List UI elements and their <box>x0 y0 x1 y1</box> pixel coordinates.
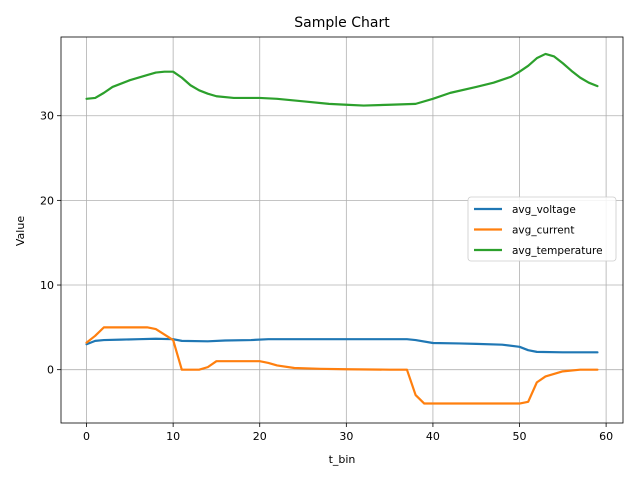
x-tick-label: 60 <box>599 430 613 443</box>
y-tick-label: 0 <box>47 364 54 377</box>
x-tick-label: 10 <box>166 430 180 443</box>
x-tick-label: 30 <box>339 430 353 443</box>
y-tick-label: 20 <box>40 194 54 207</box>
series-line-avg-current <box>85 326 599 405</box>
series-lines <box>85 52 599 405</box>
x-axis-label: t_bin <box>329 453 356 466</box>
y-tick-label: 10 <box>40 279 54 292</box>
legend-label: avg_voltage <box>512 204 576 216</box>
legend-box <box>467 196 617 262</box>
x-tick-label: 40 <box>426 430 440 443</box>
y-axis-label: Value <box>14 216 27 246</box>
series-line-avg-voltage <box>85 337 599 354</box>
plot-area-frame <box>60 36 624 424</box>
legend-label: avg_current <box>512 225 574 237</box>
legend-label: avg_temperature <box>512 245 603 257</box>
series-line-avg-temperature <box>85 52 599 107</box>
axis-ticks: 0 10 20 30 40 50 60 0 10 20 30 <box>40 110 613 443</box>
x-tick-label: 20 <box>253 430 267 443</box>
x-tick-label: 50 <box>513 430 527 443</box>
chart-title: Sample Chart <box>294 15 390 31</box>
y-tick-label: 30 <box>40 110 54 123</box>
legend: avg_voltage avg_current avg_temperature <box>467 196 617 262</box>
x-tick-label: 0 <box>83 430 90 443</box>
